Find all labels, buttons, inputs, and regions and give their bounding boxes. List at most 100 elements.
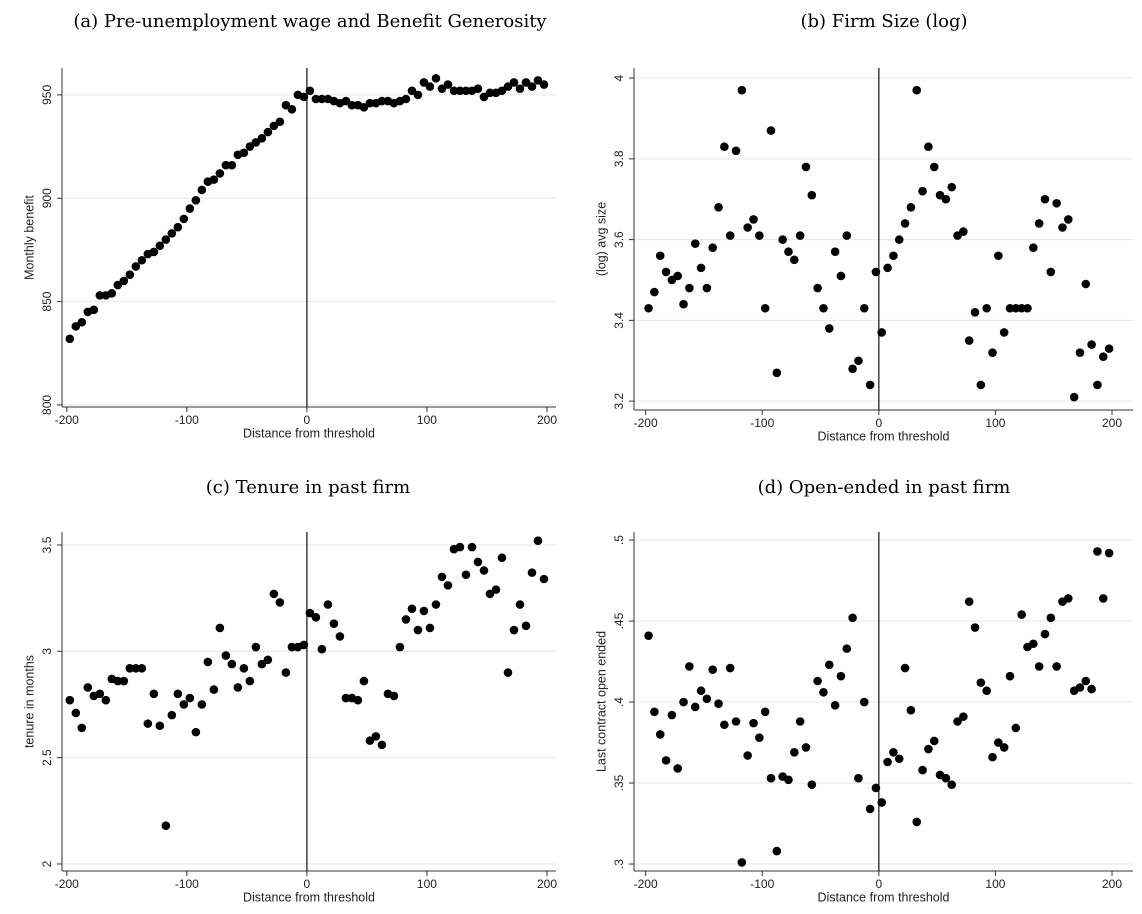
point	[233, 683, 243, 692]
point	[690, 702, 700, 712]
point	[173, 689, 183, 699]
point	[848, 613, 857, 623]
point	[755, 733, 764, 742]
point	[101, 695, 111, 705]
panel: (b) Firm Size (log) 3.2 3.4 3.6 3.8 4 -200 -100…	[594, 11, 1133, 443]
point	[161, 235, 171, 244]
point	[269, 121, 279, 131]
x-tick-label: -100	[175, 413, 199, 427]
point	[359, 102, 369, 112]
point	[982, 303, 991, 313]
point	[515, 84, 525, 93]
panel: (d) Open-ended in past firm .3 .35 .4 .45 .5 -…	[594, 477, 1133, 904]
point	[1046, 267, 1056, 277]
point	[65, 334, 75, 344]
point	[790, 255, 799, 265]
point	[999, 328, 1009, 337]
point	[883, 263, 892, 273]
point	[830, 247, 840, 257]
y-tick-label: 3.8	[612, 150, 626, 167]
point	[813, 283, 822, 293]
point	[679, 299, 688, 309]
y-axis-label: tenure in months	[22, 655, 36, 748]
point	[179, 700, 189, 709]
point	[1069, 392, 1079, 402]
point	[311, 612, 321, 622]
point	[1081, 279, 1091, 289]
y-tick-label: .35	[612, 774, 626, 791]
x-tick-label: 0	[875, 877, 882, 891]
point	[871, 783, 881, 793]
point	[994, 738, 1003, 747]
point	[155, 241, 165, 251]
point	[790, 747, 799, 757]
y-axis-label: Last contract open ended	[594, 631, 608, 772]
point	[269, 589, 279, 599]
point	[461, 86, 471, 96]
point	[341, 96, 351, 106]
point	[305, 86, 315, 96]
point	[743, 223, 752, 232]
point	[865, 804, 875, 814]
point	[708, 665, 717, 674]
point	[215, 623, 225, 633]
point	[311, 94, 321, 104]
point	[539, 574, 549, 584]
point	[702, 283, 712, 293]
point	[407, 604, 417, 614]
point	[113, 676, 123, 686]
x-tick-label: -100	[750, 877, 774, 891]
point	[644, 303, 653, 313]
point	[725, 663, 735, 673]
point	[1052, 198, 1061, 208]
point	[894, 754, 904, 764]
point	[353, 695, 363, 705]
point	[941, 194, 951, 204]
point	[918, 186, 927, 196]
point	[1017, 610, 1026, 619]
point	[941, 773, 951, 783]
point	[455, 542, 465, 552]
x-axis-label: Distance from threshold	[243, 426, 375, 440]
panel-title: (c) Tenure in past firm	[206, 477, 410, 498]
point	[461, 570, 471, 580]
x-tick-label: 0	[304, 877, 311, 891]
point	[749, 718, 758, 728]
point	[77, 723, 87, 733]
point	[431, 74, 441, 83]
point	[347, 100, 357, 110]
point	[401, 94, 411, 104]
point	[924, 142, 933, 152]
point	[173, 222, 183, 232]
point	[714, 203, 723, 212]
point	[667, 710, 677, 720]
point	[801, 743, 811, 752]
y-axis-label: Monthly benefit	[22, 195, 36, 280]
point	[161, 821, 171, 831]
point	[813, 676, 822, 686]
point	[407, 86, 417, 96]
point	[197, 700, 207, 709]
x-tick-label: 100	[985, 877, 1005, 891]
point	[1063, 594, 1073, 603]
point	[221, 160, 231, 170]
point	[143, 719, 153, 728]
point	[341, 693, 351, 703]
point	[281, 668, 291, 677]
point	[389, 691, 399, 701]
point	[982, 686, 991, 696]
point	[824, 324, 834, 333]
point	[661, 756, 671, 765]
point	[263, 655, 273, 665]
point	[425, 82, 435, 91]
point	[749, 215, 758, 224]
point	[912, 85, 922, 95]
point	[371, 732, 381, 741]
point	[197, 185, 207, 195]
x-axis-label: Distance from threshold	[817, 429, 949, 443]
x-tick-label: 0	[304, 413, 311, 427]
y-tick-label: 3.2	[612, 392, 626, 409]
point	[395, 642, 405, 652]
point	[889, 251, 898, 261]
